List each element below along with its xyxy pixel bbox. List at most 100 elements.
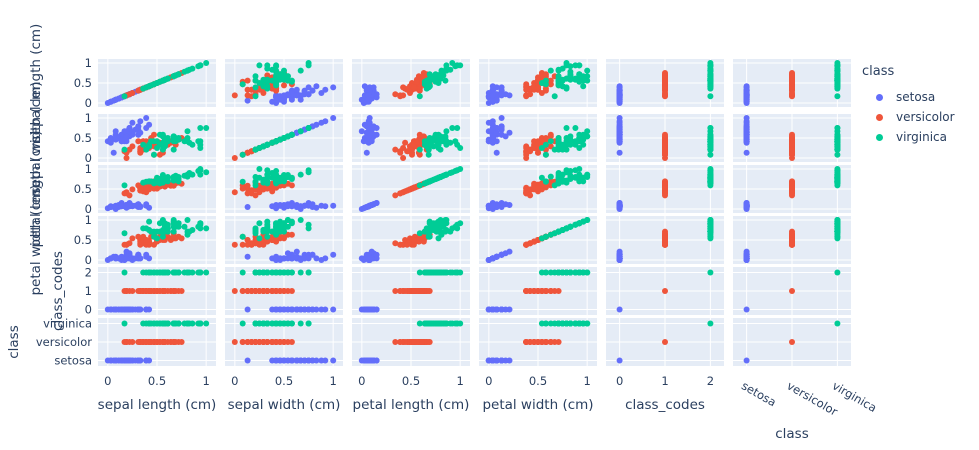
point-virginica — [288, 269, 295, 276]
point-setosa — [616, 96, 623, 103]
point-virginica — [189, 320, 196, 327]
point-virginica — [170, 146, 177, 153]
point-versicolor — [397, 92, 404, 99]
panel-code-vs-pw — [479, 267, 597, 315]
point-versicolor — [231, 241, 238, 248]
point-virginica — [443, 227, 450, 233]
point-virginica — [555, 269, 562, 276]
point-virginica — [256, 166, 263, 172]
point-virginica — [239, 151, 246, 158]
y-tick-label: 1 — [85, 162, 92, 176]
point-virginica — [449, 225, 456, 232]
point-virginica — [542, 141, 549, 148]
panel-pw-vs-cls — [733, 216, 851, 264]
point-setosa — [273, 94, 280, 101]
point-virginica — [576, 73, 583, 80]
point-virginica — [297, 67, 304, 74]
point-virginica — [156, 320, 163, 327]
point-virginica — [260, 83, 267, 90]
point-virginica — [425, 151, 432, 158]
point-setosa — [143, 201, 150, 208]
point-versicolor — [156, 339, 163, 345]
point-virginica — [189, 171, 196, 178]
point-setosa — [107, 98, 114, 105]
point-virginica — [297, 217, 304, 223]
point-versicolor — [264, 72, 271, 79]
point-virginica — [121, 146, 128, 153]
point-setosa — [373, 131, 380, 138]
point-virginica — [449, 125, 456, 131]
point-setosa — [137, 129, 144, 136]
point-setosa — [322, 306, 329, 313]
point-setosa — [498, 200, 505, 206]
point-setosa — [126, 125, 133, 131]
point-virginica — [437, 217, 444, 223]
point-virginica — [834, 220, 841, 227]
point-virginica — [707, 146, 714, 153]
point-virginica — [189, 269, 196, 276]
point-virginica — [256, 235, 263, 242]
point-setosa — [293, 357, 300, 364]
point-virginica — [584, 174, 591, 180]
point-virginica — [707, 62, 714, 69]
point-versicolor — [126, 91, 133, 98]
y-tick-label: 2 — [85, 266, 92, 280]
point-virginica — [834, 146, 841, 153]
point-virginica — [437, 133, 444, 140]
point-setosa — [244, 97, 251, 104]
point-versicolor — [410, 84, 417, 91]
point-virginica — [264, 233, 271, 240]
point-virginica — [288, 176, 295, 182]
point-virginica — [260, 320, 267, 327]
point-virginica — [547, 67, 554, 74]
point-virginica — [273, 178, 280, 185]
point-setosa — [373, 251, 380, 258]
point-virginica — [197, 125, 204, 131]
point-setosa — [112, 96, 119, 103]
point-versicolor — [126, 339, 133, 345]
point-setosa — [118, 138, 125, 145]
point-virginica — [297, 171, 304, 178]
panel-pw-vs-code — [606, 216, 724, 264]
point-setosa — [743, 96, 750, 103]
point-setosa — [506, 129, 513, 136]
x-tick-label: 0 — [231, 374, 238, 388]
point-versicolor — [789, 237, 795, 243]
point-versicolor — [126, 192, 133, 199]
point-setosa — [330, 115, 337, 121]
point-setosa — [301, 202, 308, 209]
point-virginica — [449, 60, 456, 66]
point-versicolor — [527, 146, 534, 153]
point-setosa — [244, 204, 251, 210]
x-tick-label: 0.5 — [148, 374, 166, 388]
point-versicolor — [547, 81, 554, 88]
point-virginica — [584, 67, 591, 74]
point-setosa — [143, 125, 150, 131]
point-virginica — [256, 62, 263, 69]
point-virginica — [305, 169, 312, 176]
point-virginica — [252, 227, 259, 233]
point-virginica — [159, 146, 166, 153]
point-setosa — [489, 126, 496, 133]
point-setosa — [616, 203, 623, 210]
point-versicolor — [662, 131, 668, 138]
point-virginica — [203, 269, 210, 276]
point-virginica — [834, 62, 841, 69]
panel-sw-vs-code — [606, 114, 724, 162]
point-virginica — [203, 125, 210, 131]
point-setosa — [489, 92, 496, 99]
point-virginica — [428, 75, 435, 82]
point-virginica — [443, 128, 450, 135]
point-virginica — [834, 235, 841, 242]
point-setosa — [313, 83, 320, 90]
panel-code-vs-sl: 012 — [85, 266, 216, 316]
point-versicolor — [392, 146, 399, 153]
point-virginica — [576, 176, 583, 182]
point-versicolor — [410, 237, 417, 243]
point-virginica — [239, 269, 246, 276]
point-setosa — [506, 202, 513, 208]
point-setosa — [616, 118, 623, 125]
point-virginica — [576, 62, 583, 69]
point-versicolor — [143, 339, 150, 345]
point-virginica — [197, 62, 204, 69]
